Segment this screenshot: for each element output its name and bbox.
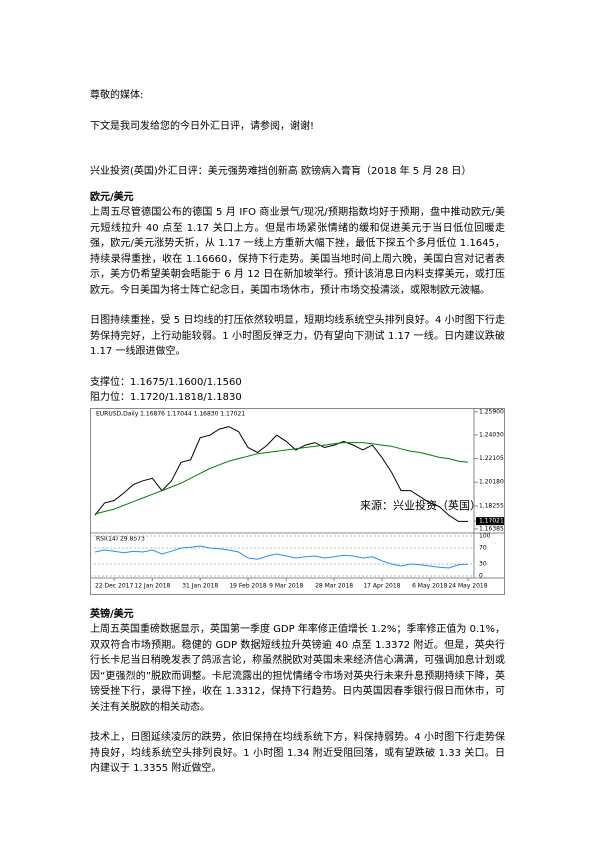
y-tick-label: 1.22105 bbox=[479, 455, 504, 462]
y-tick-label: 1.25900 bbox=[479, 408, 504, 415]
x-tick-label: 19 Feb 2018 bbox=[229, 582, 267, 589]
rsi-title: RSI(14) 29.8573 bbox=[96, 535, 145, 542]
y-tick-label: 1.16385 bbox=[479, 525, 504, 532]
y-tick-label: 0 bbox=[479, 572, 483, 579]
paragraph: 日图持续重挫，受 5 日均线的打压依然较明显，短期均线系统空头排列良好。4 小时… bbox=[90, 315, 505, 357]
x-tick-label: 6 May 2018 bbox=[412, 582, 447, 589]
y-tick-label: 1.17021 bbox=[479, 517, 504, 524]
paragraph: 上周五英国重磅数据显示，英国第一季度 GDP 年率修正值增长 1.2%；季率修正… bbox=[90, 624, 506, 713]
series-line bbox=[94, 441, 469, 514]
current-price-box bbox=[476, 516, 504, 525]
rsi-line bbox=[94, 544, 469, 569]
chart: EURUSD,Daily 1.16876 1.17044 1.16830 1.1… bbox=[90, 407, 505, 595]
y-tick-label: 70 bbox=[479, 544, 487, 551]
x-tick-label: 28 Mar 2018 bbox=[315, 582, 353, 589]
y-tick-label: 1.20180 bbox=[479, 478, 504, 485]
series-line bbox=[94, 425, 468, 522]
watermark: 来源：兴业投资（英国） bbox=[360, 498, 481, 512]
paragraph: 技术上，日图延续凌厉的跌势，依旧保持在均线系统下方，料保持弱势。4 小时图下行走… bbox=[90, 732, 505, 774]
x-tick-label: 12 Jan 2018 bbox=[134, 582, 170, 589]
level: 阻力位：1.1720/1.1818/1.1830 bbox=[90, 392, 242, 403]
chart-title: EURUSD,Daily 1.16876 1.17044 1.16830 1.1… bbox=[96, 410, 245, 417]
y-tick-label: 1.24030 bbox=[479, 431, 504, 438]
intro: 下文是我司发给您的今日外汇日评，请参阅，谢谢! bbox=[90, 120, 315, 132]
x-tick-label: 24 May 2018 bbox=[448, 582, 487, 589]
document: 尊敬的媒体: 下文是我司发给您的今日外汇日评，请参阅，谢谢! 兴业投资(英国)外… bbox=[90, 88, 505, 777]
section-heading: 英镑/美元 bbox=[90, 608, 134, 620]
level: 支撑位：1.1675/1.1600/1.1560 bbox=[90, 376, 242, 388]
x-tick-label: 17 Apr 2018 bbox=[363, 582, 400, 589]
x-tick-label: 9 Mar 2018 bbox=[269, 582, 303, 589]
y-tick-label: 100 bbox=[479, 532, 491, 539]
headline: 兴业投资(英国)外汇日评：美元强势难挡创新高 欧镑病入膏肓（2018 年 5 月… bbox=[90, 166, 472, 177]
x-tick-label: 31 Jan 2018 bbox=[182, 582, 218, 589]
x-tick-label: 22 Dec 2017 bbox=[95, 582, 134, 589]
paragraph: 上周五尽管德国公布的德国 5 月 IFO 商业景气/现况/预期指数均好于预期，盘… bbox=[90, 207, 505, 296]
y-tick-label: 30 bbox=[479, 560, 487, 567]
section-heading: 欧元/美元 bbox=[90, 191, 134, 203]
greeting: 尊敬的媒体: bbox=[90, 90, 144, 101]
y-tick-label: 1.18255 bbox=[479, 502, 504, 509]
